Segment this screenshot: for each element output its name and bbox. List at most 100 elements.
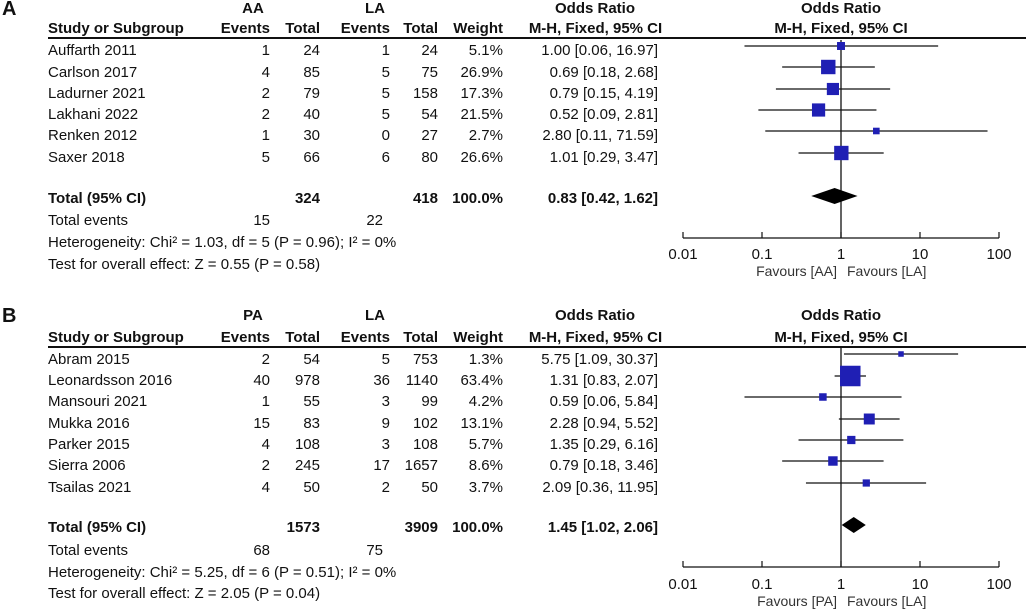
events2-value: 2 (381, 479, 390, 496)
events1-header: Events (220, 329, 270, 346)
events2-value: 0 (381, 127, 390, 144)
tick-label: 0.1 (752, 576, 773, 593)
study-name: Sierra 2006 (48, 457, 126, 474)
forest-plot: 0.01 0.1 1 10 100 Favours [AA] Favours [LA] (668, 40, 1012, 279)
total2-value: 24 (421, 42, 438, 59)
total-label: Total (95% CI) (48, 190, 147, 207)
study-header: Study or Subgroup (48, 329, 184, 346)
events1-value: 1 (261, 127, 270, 144)
events1-value: 5 (261, 149, 270, 166)
study-marker (837, 42, 845, 50)
tick-label: 1 (837, 246, 845, 263)
total2-header: Total (403, 20, 438, 37)
tick-label: 0.01 (668, 246, 697, 263)
overall-effect-text: Test for overall effect: Z = 0.55 (P = 0… (48, 256, 321, 273)
total2-value: 80 (421, 149, 438, 166)
tick-label: 0.01 (668, 576, 697, 593)
or-ci-value: 2.09 [0.36, 11.95] (542, 479, 658, 496)
total1-value: 85 (303, 64, 320, 81)
events1-value: 4 (261, 479, 270, 496)
study-name: Saxer 2018 (48, 149, 125, 166)
events2-value: 6 (381, 149, 390, 166)
study-marker (840, 365, 861, 387)
events2-value: 1 (381, 42, 390, 59)
study-name: Lakhani 2022 (48, 106, 139, 123)
or-ci-value: 2.80 [0.11, 71.59] (542, 127, 658, 144)
study-name: Auffarth 2011 (48, 42, 137, 59)
total-events-label: Total events (48, 212, 129, 229)
weight-value: 3.7% (468, 479, 503, 496)
heterogeneity-text: Heterogeneity: Chi² = 1.03, df = 5 (P = … (48, 234, 397, 251)
forest-plot: 0.01 0.1 1 10 100 Favours [PA] Favours [LA] (668, 348, 1012, 609)
events2-value: 3 (381, 436, 390, 453)
or-method-header: M-H, Fixed, 95% CI (528, 20, 663, 37)
events1-value: 15 (253, 415, 270, 432)
pooled-diamond (841, 517, 866, 533)
weight-value: 26.9% (460, 64, 503, 81)
total-events1: 68 (253, 542, 270, 559)
total2-value: 75 (421, 64, 438, 81)
total2-header: Total (403, 329, 438, 346)
weight-value: 4.2% (468, 393, 503, 410)
total2-value: 753 (412, 351, 438, 368)
events1-value: 2 (261, 351, 270, 368)
total1-value: 30 (303, 127, 320, 144)
total2-value: 27 (421, 127, 438, 144)
total-events2: 75 (366, 542, 383, 559)
panel-label: B (2, 305, 17, 327)
total1-header: Total (285, 20, 320, 37)
study-name: Parker 2015 (48, 436, 130, 453)
total1-value: 978 (294, 372, 320, 389)
total1-sum: 324 (294, 190, 320, 207)
or-ci-value: 1.00 [0.06, 16.97] (541, 42, 658, 59)
total1-value: 83 (303, 415, 320, 432)
or-ci-value: 1.01 [0.29, 3.47] (549, 149, 658, 166)
or-ci-value: 0.59 [0.06, 5.84] (549, 393, 658, 410)
study-name: Tsailas 2021 (48, 479, 132, 496)
forest-plot-panel-a: A AA LA Odds Ratio Odds Ratio Study or S… (0, 0, 1026, 300)
events1-value: 4 (261, 436, 270, 453)
plot-method-header: M-H, Fixed, 95% CI (774, 329, 908, 346)
total2-value: 54 (421, 106, 438, 123)
or-ci-value: 2.28 [0.94, 5.52] (549, 415, 658, 432)
favours-right-label: Favours [LA] (847, 593, 926, 609)
events2-value: 17 (373, 457, 390, 474)
or-title-header: Odds Ratio (554, 307, 635, 324)
favours-right-label: Favours [LA] (847, 263, 926, 279)
total1-value: 108 (294, 436, 320, 453)
tick-label: 1 (837, 576, 845, 593)
or-ci-value: 1.35 [0.29, 6.16] (549, 436, 658, 453)
group1-header: AA (242, 0, 264, 17)
total1-value: 24 (303, 42, 320, 59)
weight-value: 1.3% (468, 351, 503, 368)
or-ci-value: 0.79 [0.15, 4.19] (549, 85, 658, 102)
study-name: Mukka 2016 (48, 415, 130, 432)
total2-sum: 3909 (404, 519, 438, 536)
or-ci-value: 1.31 [0.83, 2.07] (549, 372, 658, 389)
events2-value: 36 (373, 372, 390, 389)
or-title-header: Odds Ratio (554, 0, 635, 17)
or-ci-value: 0.52 [0.09, 2.81] (549, 106, 658, 123)
weight-header: Weight (453, 329, 503, 346)
panel-label: A (2, 0, 17, 20)
pooled-diamond (811, 188, 858, 204)
total1-value: 55 (303, 393, 320, 410)
weight-value: 5.1% (468, 42, 503, 59)
favours-left-label: Favours [PA] (757, 593, 837, 609)
total2-value: 1657 (404, 457, 438, 474)
total2-value: 108 (412, 436, 438, 453)
study-name: Mansouri 2021 (48, 393, 148, 410)
tick-label: 100 (986, 246, 1011, 263)
total-or-ci: 1.45 [1.02, 2.06] (547, 519, 658, 536)
total1-header: Total (285, 329, 320, 346)
plot-title-header: Odds Ratio (800, 307, 881, 324)
total2-value: 50 (421, 479, 438, 496)
events2-header: Events (340, 20, 390, 37)
overall-effect-text: Test for overall effect: Z = 2.05 (P = 0… (48, 585, 321, 602)
header-rule (48, 346, 1026, 348)
weight-value: 17.3% (460, 85, 503, 102)
plot-method-header: M-H, Fixed, 95% CI (774, 20, 908, 37)
events2-value: 5 (381, 85, 390, 102)
or-ci-value: 0.79 [0.18, 3.46] (549, 457, 658, 474)
events2-header: Events (340, 329, 390, 346)
